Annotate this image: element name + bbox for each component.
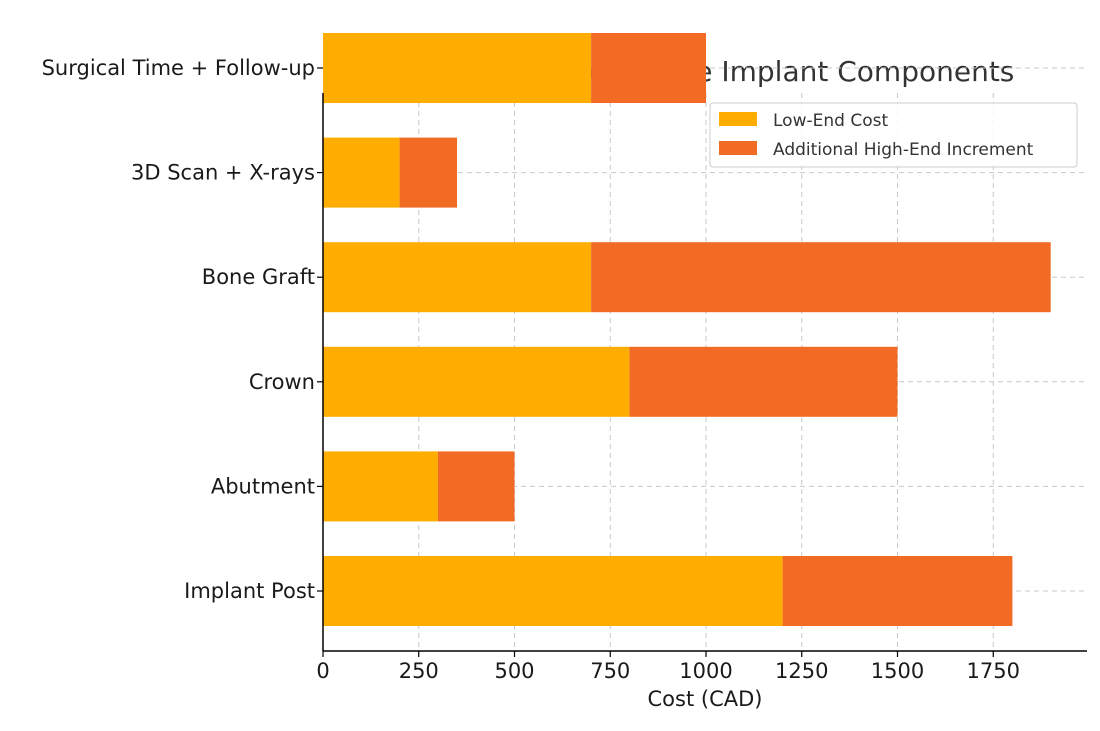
legend-label-high-end: Additional High-End Increment: [773, 140, 1034, 160]
bar-high-end-increment-5: [591, 33, 706, 103]
legend-label-low-end: Low-End Cost: [773, 111, 888, 131]
x-tick-label: 500: [494, 659, 534, 683]
bar-high-end-increment-4: [399, 137, 458, 208]
x-tick-label: 1750: [967, 659, 1020, 683]
y-tick-label: 3D Scan + X-rays: [131, 161, 315, 185]
bar-low-end-0: [323, 556, 783, 626]
y-tick-label: Bone Graft: [202, 265, 315, 289]
ticks: 0 250 500 750 1000 1250 1500 1750 Implant Post Ab…: [42, 56, 1020, 683]
y-tick-label: Abutment: [211, 474, 315, 498]
legend-swatch-high-end: [719, 141, 757, 155]
bar-low-end-4: [323, 137, 400, 208]
y-tick-label: Surgical Time + Follow-up: [42, 56, 315, 80]
bar-high-end-increment-3: [591, 242, 1051, 313]
y-tick-label: Crown: [249, 370, 315, 394]
x-tick-label: 250: [399, 659, 439, 683]
bar-high-end-increment-2: [629, 346, 898, 417]
bar-high-end-increment-1: [437, 451, 515, 522]
legend: Low-End Cost Additional High-End Increme…: [709, 102, 1078, 168]
bar-high-end-increment-0: [782, 556, 1013, 626]
x-tick-label: 0: [316, 659, 329, 683]
x-tick-label: 1250: [775, 659, 828, 683]
bar-low-end-2: [323, 346, 630, 417]
x-tick-label: 1000: [679, 659, 732, 683]
axes: [322, 93, 1087, 652]
legend-swatch-low-end: [719, 112, 757, 126]
x-tick-label: 750: [590, 659, 630, 683]
bar-low-end-1: [323, 451, 438, 522]
bar-low-end-3: [323, 242, 592, 313]
bar-low-end-5: [323, 33, 592, 103]
bars: [323, 33, 1051, 626]
legend-box: [709, 102, 1078, 168]
x-tick-label: 1500: [871, 659, 924, 683]
y-tick-label: Implant Post: [184, 579, 315, 603]
x-axis-label: Cost (CAD): [648, 687, 763, 711]
